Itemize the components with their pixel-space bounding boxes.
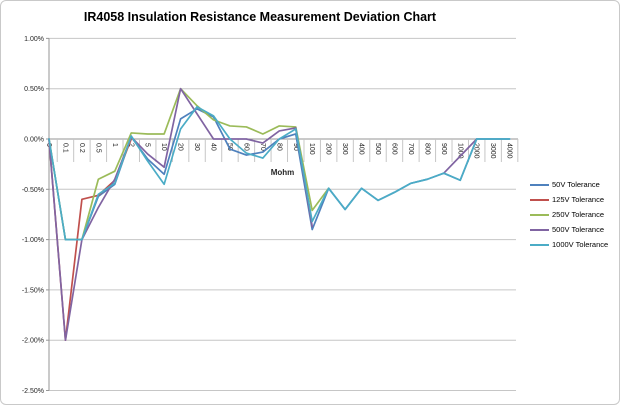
x-axis-title: Mohm	[271, 168, 295, 177]
legend-item-label: 1000V Tolerance	[552, 240, 609, 249]
x-tick-label: 70	[259, 143, 266, 151]
legend-item-250v: 250V Tolerance	[530, 207, 608, 222]
chart-title: IR4058 Insulation Resistance Measurement…	[83, 10, 437, 24]
y-tick-label: 0.00%	[24, 137, 44, 144]
y-tick-label: -1.50%	[22, 287, 44, 294]
legend-item-label: 50V Tolerance	[552, 180, 600, 189]
x-tick-label: 2	[127, 143, 134, 147]
x-tick-label: 90	[292, 143, 299, 151]
x-tick-label: 80	[275, 143, 282, 151]
legend-item-500v: 500V Tolerance	[530, 222, 608, 237]
x-tick-label: 900	[440, 143, 447, 155]
x-tick-label: 600	[390, 143, 397, 155]
x-tick-label: 500	[374, 143, 381, 155]
series-line-1000v-tolerance	[48, 105, 511, 241]
legend-swatch	[530, 183, 549, 186]
y-tick-label: -1.00%	[22, 237, 44, 244]
series-line-500v-tolerance	[442, 138, 478, 175]
x-tick-label: 20	[177, 143, 184, 151]
x-tick-label: 200	[325, 143, 332, 155]
x-tick-label: 5	[144, 143, 151, 147]
x-tick-label: 0.2	[78, 143, 85, 153]
x-tick-label: 300	[341, 143, 348, 155]
x-tick-label: 4000	[506, 143, 513, 159]
x-tick-label: 100	[308, 143, 315, 155]
y-tick-label: 0.50%	[24, 86, 44, 93]
x-tick-label: 1000	[456, 143, 463, 159]
legend-swatch	[530, 243, 549, 246]
x-tick-label: 1	[111, 143, 118, 147]
y-tick-label: -2.00%	[22, 338, 44, 345]
x-tick-label: 0.5	[94, 143, 101, 153]
x-tick-label: 0	[45, 143, 52, 147]
x-tick-label: 700	[407, 143, 414, 155]
x-tick-label: 40	[210, 143, 217, 151]
legend-item-50v: 50V Tolerance	[530, 177, 608, 192]
x-tick-label: 30	[193, 143, 200, 151]
legend-item-label: 250V Tolerance	[552, 210, 604, 219]
x-tick-label: 2000	[473, 143, 480, 159]
y-tick-label: -2.50%	[22, 388, 44, 395]
x-tick-label: 0.1	[61, 143, 68, 153]
x-tick-label: 800	[423, 143, 430, 155]
x-tick-label: 10	[160, 143, 167, 151]
legend-item-1000v: 1000V Tolerance	[530, 237, 608, 252]
legend-item-label: 500V Tolerance	[552, 225, 604, 234]
legend-swatch	[530, 198, 549, 201]
x-tick-label: 400	[358, 143, 365, 155]
series-line-500v-tolerance	[48, 87, 314, 342]
series-line-250v-tolerance	[48, 87, 330, 241]
legend-swatch	[530, 228, 549, 231]
chart-legend: 50V Tolerance 125V Tolerance 250V Tolera…	[530, 177, 608, 252]
legend-item-label: 125V Tolerance	[552, 195, 604, 204]
y-tick-label: 1.00%	[24, 36, 44, 43]
x-tick-label: 60	[242, 143, 249, 151]
y-tick-label: -0.50%	[22, 187, 44, 194]
legend-item-125v: 125V Tolerance	[530, 192, 608, 207]
x-tick-label: 3000	[489, 143, 496, 159]
legend-swatch	[530, 213, 549, 216]
